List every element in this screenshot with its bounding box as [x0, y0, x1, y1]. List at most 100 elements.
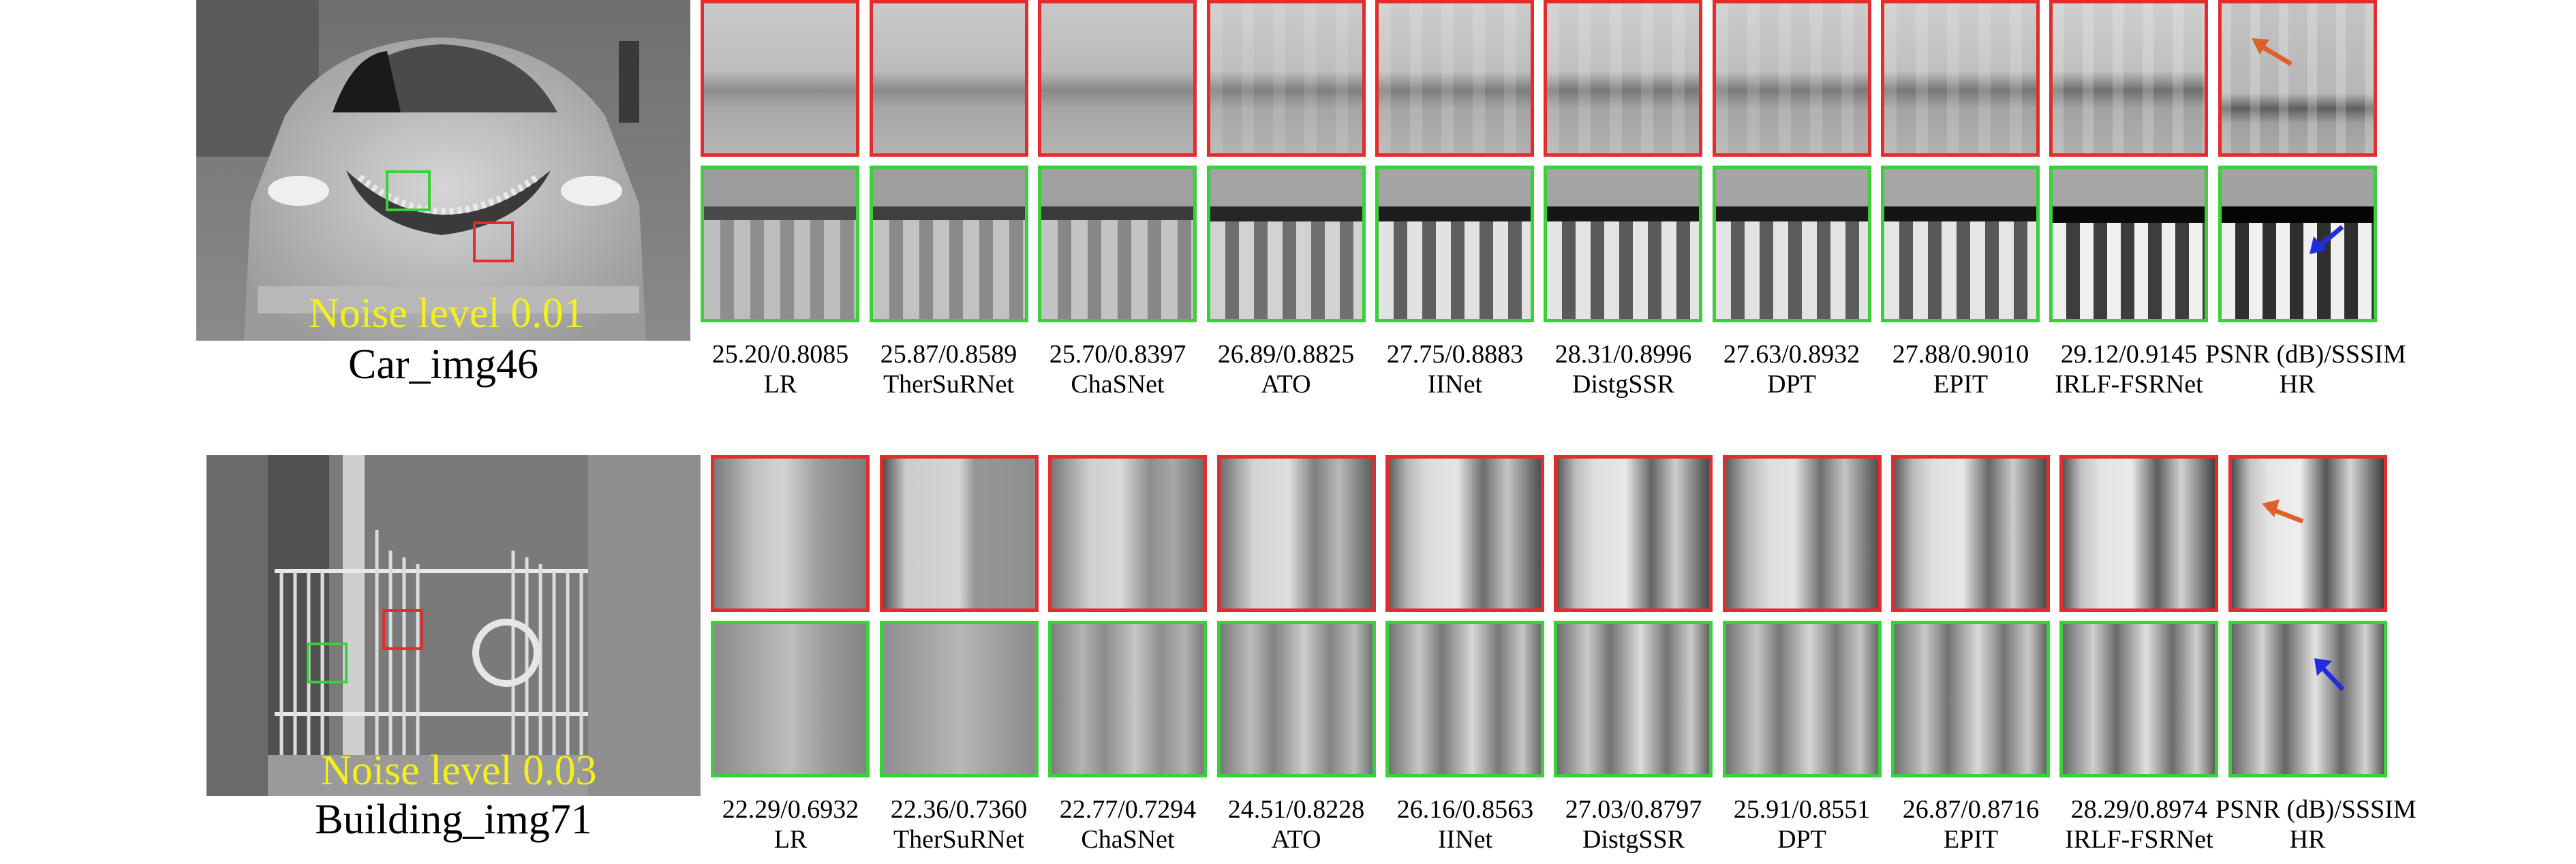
metric-value: 26.89/0.8825 — [1217, 340, 1355, 369]
zoom-patch-red — [1048, 455, 1207, 612]
method-name: IINet — [1437, 825, 1493, 854]
method-name: HR — [2279, 370, 2316, 399]
method-name: IRLF-FSRNet — [2055, 370, 2203, 399]
scene-image-car: Noise level 0.01 — [196, 0, 690, 341]
noise-level-label: Noise level 0.03 — [321, 747, 597, 794]
method-name: DistgSSR — [1572, 370, 1674, 399]
metric-value: 22.77/0.7294 — [1059, 795, 1197, 824]
red-roi-box — [382, 609, 423, 650]
method-name: LR — [773, 825, 808, 854]
metric-value: 29.12/0.9145 — [2060, 340, 2198, 369]
car-thermal-image — [196, 0, 690, 341]
metric-value: 26.87/0.8716 — [1902, 795, 2040, 824]
zoom-patch-red — [2218, 0, 2377, 157]
method-label: 25.87/0.8589 TherSuRNet — [857, 339, 1041, 399]
zoom-patch-green — [1891, 621, 2050, 777]
method-label: 22.36/0.7360 TherSuRNet — [867, 794, 1051, 854]
zoom-patch-green — [1048, 621, 1207, 777]
zoom-patch-green — [1038, 166, 1197, 322]
noise-level-label: Noise level 0.01 — [309, 290, 585, 337]
metric-value: 27.88/0.9010 — [1892, 340, 2029, 369]
zoom-patch-red — [870, 0, 1028, 157]
orange-arrow-icon — [2262, 499, 2304, 524]
method-name: DistgSSR — [1582, 825, 1685, 854]
metric-value: 27.03/0.8797 — [1565, 795, 1702, 824]
method-name: HR — [2289, 825, 2326, 854]
method-name: TherSuRNet — [883, 370, 1015, 399]
zoom-patch-green — [1375, 166, 1534, 322]
zoom-patch-red — [701, 0, 859, 157]
zoom-patch-green — [1881, 166, 2040, 322]
metric-value: 25.70/0.8397 — [1049, 340, 1186, 369]
zoom-patch-green — [1544, 166, 1702, 322]
method-name: ATO — [1261, 370, 1311, 399]
method-label: 22.29/0.6932 LR — [699, 794, 883, 854]
zoom-patch-green — [1385, 621, 1544, 777]
metric-value: 28.31/0.8996 — [1554, 340, 1692, 369]
zoom-patch-red — [1554, 455, 1713, 612]
green-roi-box — [386, 170, 431, 211]
method-name: ChaSNet — [1071, 370, 1165, 399]
zoom-patch-red — [711, 455, 870, 612]
zoom-patch-green — [1207, 166, 1366, 322]
metric-value: 25.87/0.8589 — [880, 340, 1017, 369]
method-label: 24.51/0.8228 ATO — [1204, 794, 1388, 854]
zoom-patch-green — [1723, 621, 1882, 777]
zoom-patch-red — [1881, 0, 2040, 157]
method-label: 29.12/0.9145 IRLF-FSRNet — [2037, 339, 2221, 399]
metric-value: PSNR (dB)/SSSIM — [2205, 340, 2406, 369]
method-label: 25.70/0.8397 ChaSNet — [1026, 339, 1210, 399]
method-label: 26.87/0.8716 EPIT — [1879, 794, 2063, 854]
zoom-patch-red — [1544, 0, 1702, 157]
method-label: 27.63/0.8932 DPT — [1700, 339, 1884, 399]
metric-value: 26.16/0.8563 — [1396, 795, 1534, 824]
zoom-patch-red — [1723, 455, 1882, 612]
zoom-patch-green — [2228, 621, 2387, 777]
method-label: 26.16/0.8563 IINet — [1373, 794, 1557, 854]
zoom-patch-red — [2059, 455, 2218, 612]
method-label: PSNR (dB)/SSSIM HR — [2215, 794, 2417, 854]
zoom-patch-red — [1385, 455, 1544, 612]
zoom-patch-green — [1713, 166, 1871, 322]
method-name: ChaSNet — [1081, 825, 1175, 854]
method-name: IINet — [1427, 370, 1483, 399]
zoom-patch-red — [2228, 455, 2387, 612]
orange-arrow-icon — [2252, 38, 2293, 67]
metric-value: PSNR (dB)/SSSIM — [2215, 795, 2417, 824]
method-name: DPT — [1777, 825, 1826, 854]
metric-value: 27.63/0.8932 — [1723, 340, 1860, 369]
metric-value: 24.51/0.8228 — [1227, 795, 1365, 824]
method-name: DPT — [1767, 370, 1816, 399]
zoom-patch-green — [2059, 621, 2218, 777]
method-label: 27.88/0.9010 EPIT — [1869, 339, 2053, 399]
zoom-patch-red — [1217, 455, 1376, 612]
scene-name-label: Car_img46 — [348, 341, 538, 388]
zoom-patch-red — [1713, 0, 1871, 157]
method-name: IRLF-FSRNet — [2065, 825, 2213, 854]
zoom-patch-red — [2049, 0, 2208, 157]
zoom-patch-red — [1207, 0, 1366, 157]
method-label: 25.20/0.8085 LR — [688, 339, 872, 399]
method-label: 27.75/0.8883 IINet — [1363, 339, 1547, 399]
method-label: 28.31/0.8996 DistgSSR — [1531, 339, 1715, 399]
zoom-patch-red — [880, 455, 1039, 612]
method-label: 28.29/0.8974 IRLF-FSRNet — [2047, 794, 2231, 854]
method-label: 25.91/0.8551 DPT — [1710, 794, 1894, 854]
blue-arrow-icon — [2314, 658, 2345, 692]
method-name: TherSuRNet — [893, 825, 1025, 854]
zoom-patch-green — [2218, 166, 2377, 322]
method-name: EPIT — [1933, 370, 1989, 399]
metric-value: 28.29/0.8974 — [2070, 795, 2208, 824]
zoom-patch-green — [1554, 621, 1713, 777]
method-label: 26.89/0.8825 ATO — [1194, 339, 1378, 399]
metric-value: 22.36/0.7360 — [890, 795, 1028, 824]
blue-arrow-icon — [2310, 225, 2344, 254]
zoom-patch-red — [1038, 0, 1197, 157]
metric-value: 22.29/0.6932 — [722, 795, 859, 824]
zoom-patch-green — [711, 621, 870, 777]
method-name: LR — [763, 370, 797, 399]
green-roi-box — [307, 643, 348, 683]
zoom-patch-red — [1375, 0, 1534, 157]
zoom-patch-red — [1891, 455, 2050, 612]
building-thermal-image — [206, 455, 701, 796]
